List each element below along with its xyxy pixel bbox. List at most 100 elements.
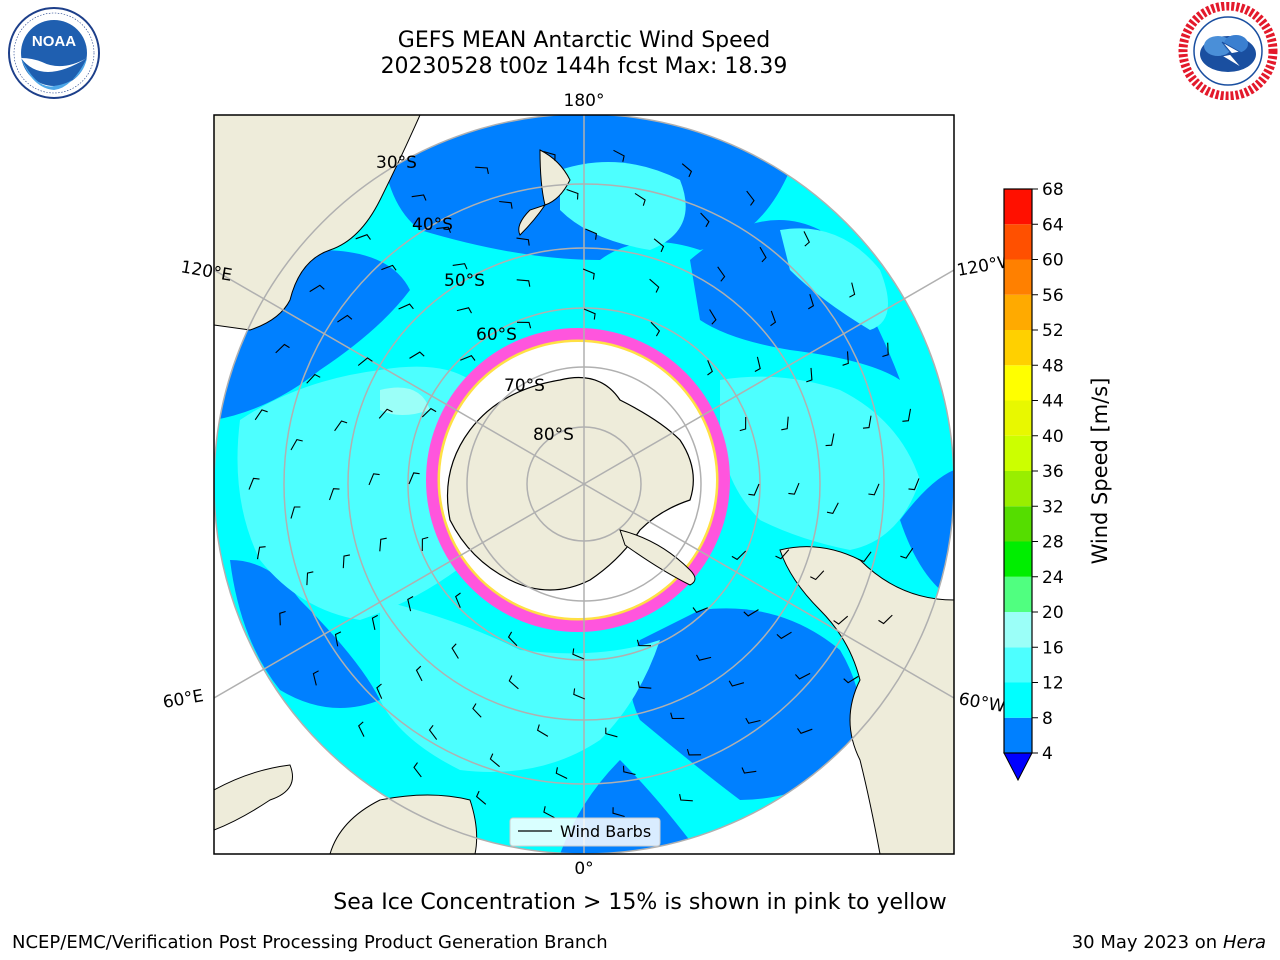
wind-barb (456, 307, 472, 314)
wind-barb (508, 675, 519, 690)
wind-barbs (248, 149, 920, 819)
footer-date: 30 May 2023 on Hera (1072, 932, 1266, 953)
land-madagascar (214, 764, 293, 831)
colorbar-tick-label: 68 (1042, 180, 1064, 200)
lat-label: 60°S (476, 325, 517, 345)
wind-barb (878, 614, 893, 625)
wind-barb (516, 237, 530, 246)
mid-wind-zone (780, 228, 888, 330)
wind-barb (776, 631, 792, 640)
colorbar-tick-label: 44 (1042, 392, 1064, 412)
wind-barb (746, 190, 755, 206)
colorbar-cell (1004, 400, 1032, 436)
wind-barb (686, 748, 702, 756)
longitude-lines (214, 115, 954, 854)
footer-host: Hera (1222, 932, 1266, 953)
wind-barb (700, 212, 710, 228)
wind-barb (731, 550, 747, 561)
colorbar-tick-label: 36 (1042, 462, 1064, 482)
land-antarctic-peninsula (619, 529, 696, 586)
wind-barb (573, 688, 586, 700)
wind-barb (334, 420, 348, 432)
wind-barb (797, 728, 813, 734)
wind-barb (803, 231, 810, 247)
wind-barb (582, 268, 595, 280)
wind-barb (613, 149, 625, 162)
wind-barb (507, 631, 518, 647)
wind-barb (739, 416, 747, 432)
colorbar-tick-label: 28 (1042, 533, 1064, 553)
wind-barb (254, 409, 268, 421)
wind-barb (788, 482, 800, 495)
lon-label-180: 180° (564, 91, 605, 111)
colorbar-tick-label: 16 (1042, 638, 1064, 658)
colorbar-extend-triangle (1003, 752, 1033, 782)
wind-barb (379, 537, 387, 552)
sea-ice-ring (426, 328, 730, 632)
wind-barb (650, 321, 661, 337)
land-new-zealand-south (518, 204, 547, 236)
colorbar-cell (1004, 647, 1032, 683)
wind-barb (858, 551, 872, 563)
wind-barb (455, 592, 461, 608)
wind-barb (543, 806, 555, 819)
wind-barb (489, 753, 500, 768)
wind-barb (794, 672, 811, 680)
wind-barb (605, 727, 618, 738)
lat-label: 70°S (504, 376, 545, 396)
sea-ice-edge (437, 339, 719, 621)
wind-barb (741, 767, 757, 774)
wind-barb (408, 472, 420, 485)
wind-barb (306, 571, 314, 586)
lat-label: 40°S (412, 215, 453, 235)
wind-barb (692, 607, 708, 613)
wind-barb (413, 762, 422, 778)
wind-barb (451, 643, 459, 659)
mid-wind-zone (380, 600, 660, 772)
wind-barb (355, 234, 371, 240)
wind-barb (717, 266, 726, 282)
nws-logo (1178, 2, 1278, 100)
legend-label: Wind Barbs (560, 822, 651, 841)
wind-barb (908, 478, 920, 491)
wind-barb (612, 807, 625, 818)
wind-barb (472, 703, 482, 718)
wind-barb (499, 200, 513, 209)
colorbar-tick-label: 24 (1042, 568, 1064, 588)
sea-ice-caption: Sea Ice Concentration > 15% is shown in … (333, 890, 947, 915)
wind-barb (806, 367, 813, 383)
wind-barb (649, 278, 660, 293)
colorbar-tick-label: 12 (1042, 674, 1064, 694)
mid-wind-zone (237, 366, 470, 620)
lon-label-60e: 60°E (161, 686, 205, 713)
wind-barb (460, 355, 476, 361)
wind-barb (342, 554, 351, 569)
wind-barb (709, 309, 717, 325)
wind-barb (415, 665, 423, 682)
wind-barb (745, 717, 761, 724)
low-wind-zone (230, 560, 380, 708)
wind-barb (411, 194, 427, 201)
chart-subtitle: 20230528 t00z 144h fcst Max: 18.39 (380, 54, 788, 79)
wind-barb (358, 721, 365, 737)
noaa-logo-text: NOAA (32, 33, 76, 50)
legend-box (509, 817, 661, 847)
wind-barb (679, 793, 693, 802)
wind-barb (781, 416, 789, 431)
high-wind-patch (380, 387, 430, 415)
wind-barb (636, 639, 652, 647)
low-wind-zone (900, 470, 954, 600)
footer-credit: NCEP/EMC/Verification Post Processing Pr… (12, 932, 608, 953)
wind-barb (516, 321, 532, 329)
wind-barb (516, 279, 531, 287)
wind-barb (409, 351, 425, 359)
wind-barb (428, 724, 438, 740)
wind-barb (754, 356, 761, 372)
wind-barb (826, 502, 839, 515)
wind-barb (543, 150, 556, 161)
colorbar-cell (1004, 506, 1032, 542)
wind-barb (337, 314, 353, 323)
wind-barb (566, 188, 579, 200)
